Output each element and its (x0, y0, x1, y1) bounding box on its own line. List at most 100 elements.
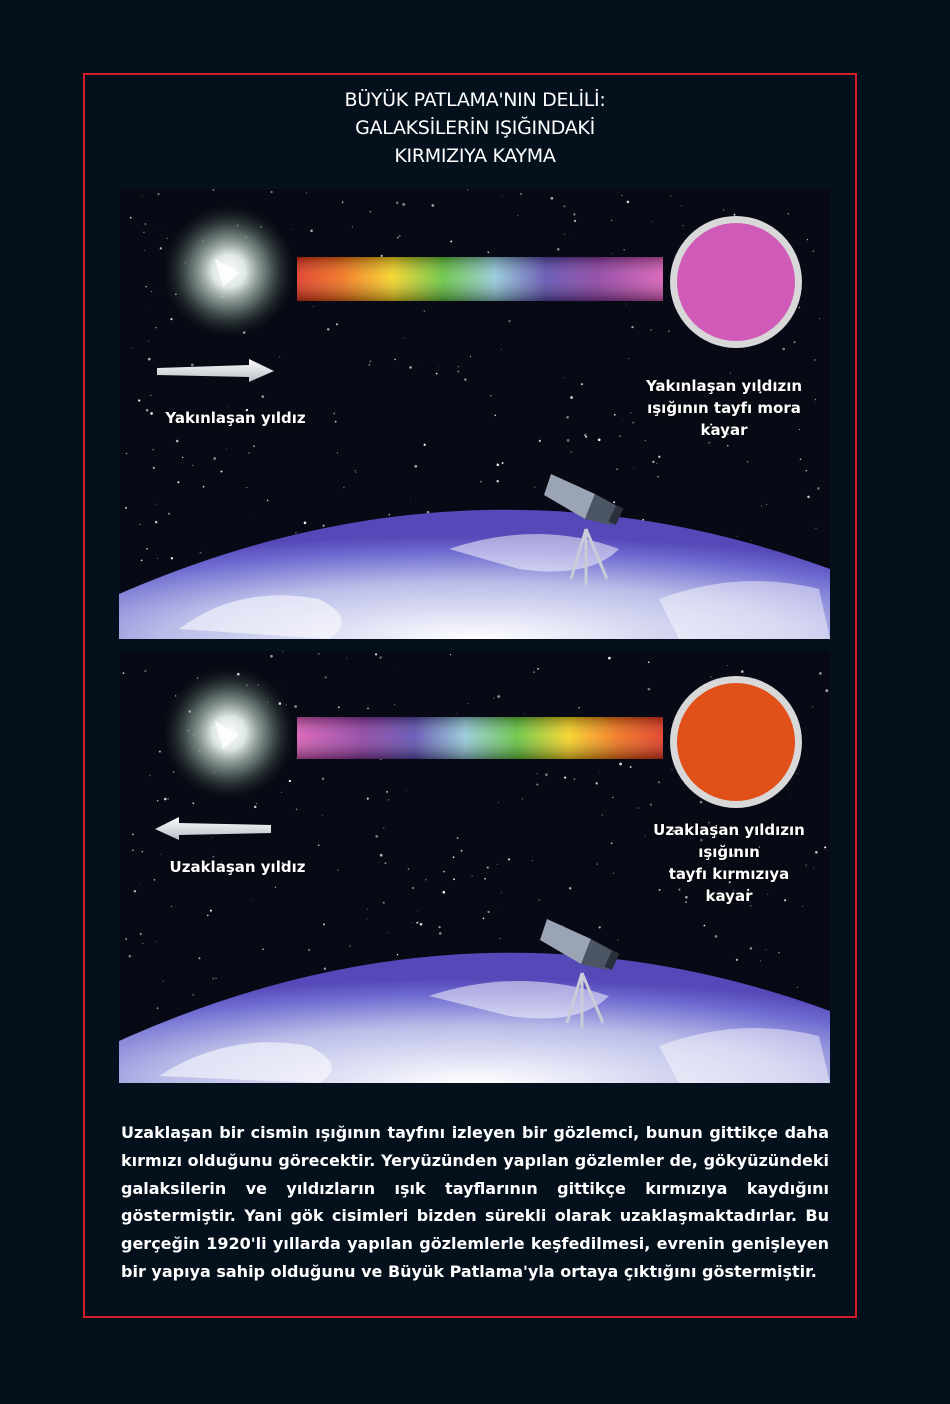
star-dot (479, 480, 482, 483)
spectrum-label-line: ışığının (698, 843, 760, 861)
star-dot (386, 790, 389, 793)
spectrum-label-line: kayar (700, 421, 748, 439)
star-dot (380, 254, 383, 257)
star-dot (266, 499, 269, 502)
star-dot (736, 535, 738, 537)
star-dot (598, 771, 600, 773)
star-dot (182, 456, 184, 459)
star-dot (322, 814, 323, 816)
page-title: BÜYÜK PATLAMA'NIN DELİLİ: GALAKSİLERİN I… (0, 86, 950, 170)
star-dot (438, 366, 440, 368)
star-dot (209, 909, 213, 912)
star-dot (613, 501, 616, 504)
star-dot (198, 957, 201, 960)
star-dot (630, 412, 632, 414)
star-dot (425, 879, 427, 881)
star-dot (746, 461, 749, 463)
star-dot (782, 347, 785, 351)
title-line-2: GALAKSİLERİN IŞIĞINDAKİ (355, 117, 595, 139)
star-dot (294, 705, 297, 708)
star-dot (412, 887, 414, 889)
star-dot (573, 778, 576, 780)
star-dot (678, 888, 681, 891)
star-dot (616, 468, 618, 471)
star-dot (563, 377, 565, 379)
star-dot (814, 359, 816, 361)
star-dot (227, 406, 229, 408)
star-dot (125, 938, 128, 940)
star-dot (407, 868, 410, 870)
star-dot (172, 770, 175, 773)
star-dot (517, 214, 519, 216)
star-dot (310, 229, 313, 233)
star-dot (162, 980, 164, 982)
star-dot (144, 223, 147, 225)
star-dot (220, 470, 223, 473)
star-dot (647, 687, 651, 691)
star-dot (367, 707, 369, 710)
star-dot (336, 323, 338, 326)
star-dot (221, 860, 223, 862)
star-dot (146, 304, 148, 306)
star-dot (366, 797, 369, 800)
star-dot (122, 672, 125, 674)
star-dot (671, 768, 673, 770)
star-dot (501, 461, 504, 465)
star-dot (383, 827, 385, 829)
star-dot (824, 846, 827, 849)
star-dot (796, 986, 798, 988)
star-dot (155, 521, 158, 524)
star-dot (431, 204, 435, 207)
star-dot (290, 229, 292, 230)
red-frame (83, 73, 857, 1318)
star-dot (617, 939, 619, 941)
star-dot (496, 463, 500, 467)
star-dot (644, 836, 646, 837)
star-dot (524, 713, 526, 714)
star-dot (819, 672, 822, 675)
receding-illustration (119, 651, 830, 1083)
star-dot (805, 469, 808, 472)
star-dot (608, 656, 611, 660)
star-dot (500, 892, 502, 894)
star-dot (731, 854, 734, 857)
star-dot (802, 905, 804, 907)
star-dot (596, 863, 598, 865)
star-dot (150, 412, 153, 415)
star-dot (499, 938, 501, 940)
star-dot (538, 439, 541, 442)
star-dot (132, 833, 134, 836)
star-dot (213, 457, 217, 460)
star-dot (281, 356, 283, 358)
spectrum-label-line: ışığının tayfı mora (647, 399, 801, 417)
star-dot (700, 838, 703, 842)
star-dot (490, 395, 492, 397)
star-dot (138, 399, 141, 402)
star-dot (657, 383, 661, 386)
star-dot (144, 670, 147, 673)
star-dot (143, 231, 145, 234)
star-dot (486, 866, 489, 869)
star-dot (379, 656, 382, 659)
star-core (215, 259, 239, 287)
star-dot (729, 372, 731, 374)
star-dot (623, 249, 625, 251)
star-dot (765, 949, 767, 951)
star-dot (470, 355, 472, 358)
star-dot (466, 189, 469, 191)
star-dot (351, 226, 354, 228)
star-dot (322, 524, 325, 527)
star-dot (147, 340, 150, 342)
star-dot (710, 423, 713, 426)
caption-text: Uzaklaşan bir cismin ışığının tayfını iz… (121, 1123, 829, 1281)
star-dot (170, 557, 174, 560)
star-dot (710, 676, 712, 678)
star-dot (817, 487, 820, 490)
star-dot (570, 451, 572, 453)
spectrum-label-line: Uzaklaşan yıldızın (653, 821, 805, 839)
star-dot (501, 195, 503, 197)
telescope-icon (544, 474, 624, 585)
star-dot (354, 469, 357, 472)
star-dot (538, 899, 540, 901)
star-dot (727, 445, 729, 447)
